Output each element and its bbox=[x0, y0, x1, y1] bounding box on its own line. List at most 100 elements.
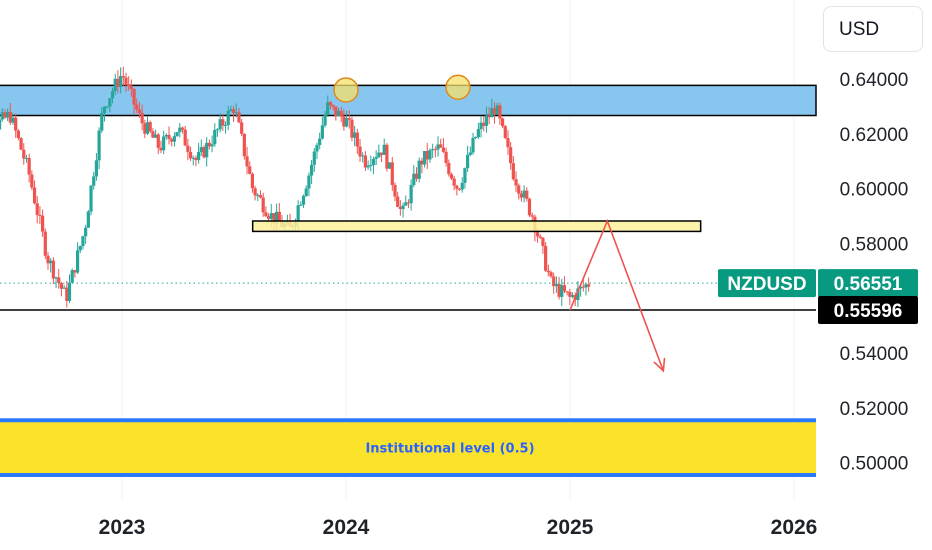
touch-circle-1 bbox=[333, 77, 359, 103]
candle bbox=[113, 73, 117, 96]
candle bbox=[471, 132, 475, 155]
candle bbox=[8, 103, 12, 125]
candle bbox=[457, 188, 462, 191]
symbol-label-bg bbox=[718, 269, 816, 298]
candle-body bbox=[326, 102, 330, 115]
candle-body bbox=[436, 144, 440, 150]
candle-body bbox=[0, 119, 2, 130]
candle bbox=[170, 137, 174, 147]
projection-path bbox=[569, 218, 665, 372]
candle bbox=[24, 154, 29, 163]
candle-body bbox=[366, 165, 370, 168]
candle-body bbox=[27, 157, 31, 175]
candle-body bbox=[331, 104, 335, 107]
candle bbox=[19, 137, 23, 151]
candle-body bbox=[164, 134, 168, 137]
candle bbox=[554, 276, 558, 293]
candle-body bbox=[135, 104, 139, 110]
candle-body bbox=[474, 137, 478, 139]
candle-body bbox=[578, 286, 583, 289]
candle-body bbox=[81, 236, 85, 247]
candle-body bbox=[377, 152, 381, 158]
candle-body bbox=[544, 245, 548, 271]
candle-body bbox=[463, 168, 467, 183]
candle-body bbox=[237, 112, 241, 123]
candle bbox=[164, 133, 168, 140]
candle-body bbox=[406, 202, 411, 204]
candle-body bbox=[14, 117, 18, 131]
candle bbox=[27, 153, 31, 183]
candle bbox=[51, 257, 55, 285]
candle bbox=[250, 172, 255, 193]
x-tick-label: 2026 bbox=[771, 516, 818, 539]
candle bbox=[570, 292, 575, 299]
candle bbox=[347, 110, 351, 129]
candle bbox=[584, 282, 588, 296]
candle-body bbox=[420, 160, 424, 165]
candle bbox=[197, 142, 201, 164]
candle bbox=[57, 268, 61, 289]
candle-body bbox=[89, 185, 93, 212]
candle bbox=[299, 201, 303, 207]
candle-body bbox=[490, 108, 494, 118]
candle-body bbox=[514, 179, 518, 186]
candle bbox=[355, 128, 359, 155]
candle bbox=[49, 258, 53, 273]
candle-body bbox=[482, 122, 486, 126]
candle-body bbox=[495, 105, 499, 115]
candle bbox=[385, 143, 389, 172]
candle bbox=[137, 101, 142, 118]
candle bbox=[151, 128, 155, 138]
candle-body bbox=[347, 118, 351, 120]
candle-body bbox=[67, 282, 72, 301]
candle bbox=[162, 130, 166, 155]
last-price-value: 0.56551 bbox=[834, 274, 903, 295]
candle bbox=[178, 123, 182, 138]
currency-button[interactable]: USD bbox=[823, 6, 923, 52]
candle bbox=[135, 98, 139, 114]
candle bbox=[460, 177, 464, 193]
candle bbox=[70, 268, 74, 284]
candle-body bbox=[339, 110, 343, 117]
candle-body bbox=[484, 115, 489, 126]
candle-body bbox=[272, 213, 276, 224]
candle-body bbox=[213, 129, 217, 145]
candle-body bbox=[522, 190, 526, 198]
candle bbox=[479, 115, 483, 138]
candle-body bbox=[129, 85, 133, 89]
candle-body bbox=[371, 158, 376, 165]
candle-body bbox=[304, 188, 308, 196]
candle bbox=[474, 136, 478, 140]
candle-body bbox=[194, 157, 198, 161]
candle-body bbox=[153, 134, 158, 138]
candle bbox=[127, 76, 131, 91]
candle-body bbox=[460, 182, 464, 190]
candle bbox=[374, 150, 378, 166]
candle-body bbox=[226, 110, 230, 126]
candle bbox=[490, 98, 494, 118]
candle-body bbox=[180, 127, 185, 130]
candle-body bbox=[479, 122, 483, 130]
candle-body bbox=[19, 138, 23, 150]
candle-body bbox=[223, 125, 228, 127]
candle bbox=[484, 106, 489, 133]
candle-body bbox=[452, 178, 456, 186]
candle-body bbox=[517, 185, 521, 194]
candle-body bbox=[221, 119, 225, 126]
candle-body bbox=[59, 283, 64, 289]
y-tick-label: 0.60000 bbox=[840, 180, 909, 201]
candle-body bbox=[108, 98, 112, 107]
candle-body bbox=[175, 132, 179, 137]
candle bbox=[65, 280, 69, 308]
candle bbox=[264, 206, 268, 218]
candle bbox=[210, 135, 214, 153]
candle-body bbox=[318, 138, 322, 146]
candle-body bbox=[315, 145, 319, 152]
candle-body bbox=[16, 130, 20, 139]
candle-body bbox=[242, 133, 246, 157]
candle-body bbox=[310, 164, 314, 176]
institutional-label: Institutional level (0.5) bbox=[365, 442, 534, 457]
candle-body bbox=[132, 88, 136, 105]
candle-body bbox=[191, 157, 195, 159]
candle bbox=[447, 159, 451, 177]
